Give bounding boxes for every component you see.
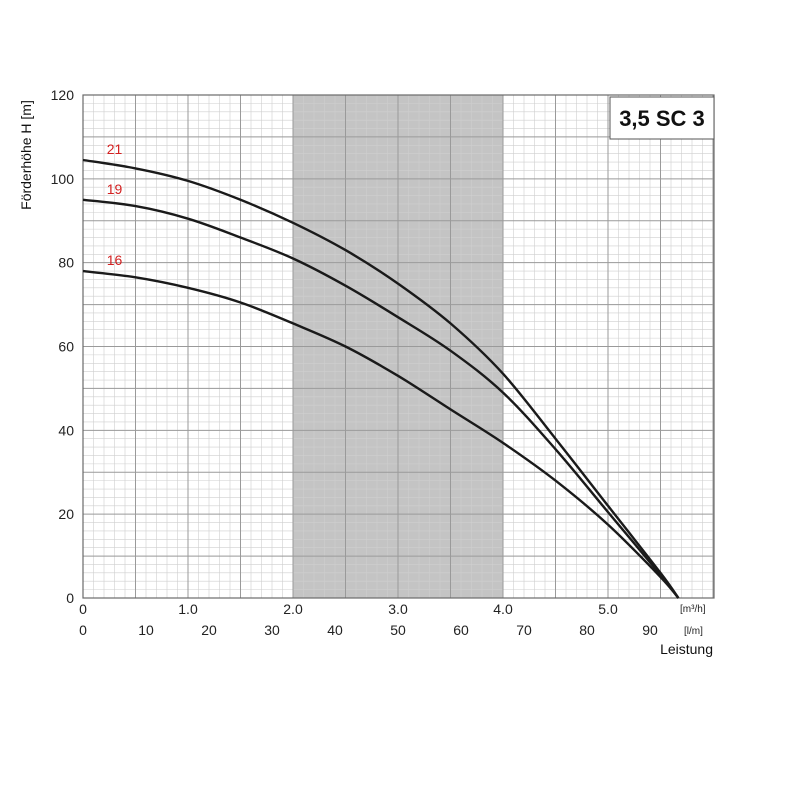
x-tick-label-secondary: 80 bbox=[579, 622, 595, 638]
y-tick-label: 40 bbox=[58, 422, 74, 438]
x-tick-label-secondary: 90 bbox=[642, 622, 658, 638]
plot-frame bbox=[82, 94, 715, 599]
x-tick-label-secondary: 0 bbox=[79, 622, 87, 638]
x-tick-label-primary: 2.0 bbox=[283, 601, 303, 617]
y-tick-label: 60 bbox=[58, 339, 74, 355]
curve-label-19: 19 bbox=[107, 181, 123, 197]
x-tick-label-primary: 1.0 bbox=[178, 601, 198, 617]
y-tick-label: 0 bbox=[66, 590, 74, 606]
y-axis-label: Förderhöhe H [m] bbox=[18, 100, 34, 210]
x-tick-label-secondary: 50 bbox=[390, 622, 406, 638]
x-tick-label-secondary: 10 bbox=[138, 622, 154, 638]
curve-19 bbox=[82, 198, 680, 599]
y-tick-label: 80 bbox=[58, 255, 74, 271]
x-tick-label-primary: 5.0 bbox=[598, 601, 618, 617]
curve-label-21: 21 bbox=[107, 141, 123, 157]
y-tick-label: 20 bbox=[58, 506, 74, 522]
x-unit-secondary: [l/m] bbox=[684, 626, 703, 637]
x-unit-primary: [m³/h] bbox=[680, 604, 706, 615]
x-tick-label-primary: 3.0 bbox=[388, 601, 408, 617]
chart-title: 3,5 SC 3 bbox=[619, 106, 705, 131]
x-tick-label-secondary: 30 bbox=[264, 622, 280, 638]
title-box bbox=[609, 96, 715, 140]
y-tick-label: 100 bbox=[51, 171, 75, 187]
x-tick-label-secondary: 60 bbox=[453, 622, 469, 638]
x-tick-label-secondary: 20 bbox=[201, 622, 217, 638]
curve-21 bbox=[82, 158, 680, 599]
x-tick-label-primary: 4.0 bbox=[493, 601, 513, 617]
curve-16 bbox=[82, 269, 680, 599]
x-tick-label-secondary: 70 bbox=[516, 622, 532, 638]
curve-label-16: 16 bbox=[107, 252, 123, 268]
x-tick-label-secondary: 40 bbox=[327, 622, 343, 638]
x-tick-label-primary: 0 bbox=[79, 601, 87, 617]
x-axis-label: Leistung bbox=[660, 641, 713, 657]
y-tick-label: 120 bbox=[51, 87, 75, 103]
